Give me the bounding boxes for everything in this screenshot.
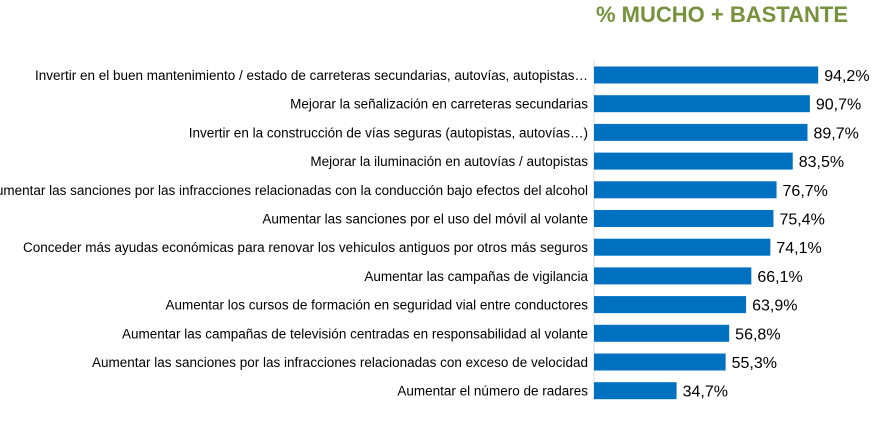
category-label: Aumentar las sanciones por las infraccio… <box>0 183 588 198</box>
category-label: Mejorar la iluminación en autovías / aut… <box>310 154 588 169</box>
bar <box>594 296 747 314</box>
value-label: 76,7% <box>783 183 828 200</box>
category-label: Aumentar las sanciones por las infraccio… <box>92 355 588 370</box>
value-label: 63,9% <box>752 298 797 315</box>
value-label: 55,3% <box>732 355 777 372</box>
bar <box>594 353 726 371</box>
category-label: Aumentar las campañas de televisión cent… <box>122 326 588 341</box>
category-label: Conceder más ayudas económicas para reno… <box>23 240 588 255</box>
bar <box>594 267 752 285</box>
value-label: 90,7% <box>816 97 861 114</box>
value-label: 74,1% <box>776 240 821 257</box>
category-label: Invertir en el buen mantenimiento / esta… <box>35 68 588 83</box>
value-label: 83,5% <box>799 154 844 171</box>
value-label: 89,7% <box>813 125 858 142</box>
bar <box>594 382 677 400</box>
value-label: 94,2% <box>824 68 869 85</box>
chart-title: % MUCHO + BASTANTE <box>596 2 848 27</box>
category-label: Aumentar los cursos de formación en segu… <box>166 298 589 313</box>
bar <box>594 210 774 227</box>
bar <box>594 123 808 141</box>
bar <box>594 95 810 113</box>
category-label: Invertir en la construcción de vías segu… <box>189 125 588 140</box>
category-label: Aumentar el número de radares <box>397 384 588 399</box>
category-label: Mejorar la señalización en carreteras se… <box>290 97 588 112</box>
value-label: 66,1% <box>757 269 802 286</box>
bar <box>594 181 777 199</box>
bar <box>594 66 819 84</box>
category-label: Aumentar las campañas de vigilancia <box>364 269 588 284</box>
value-label: 34,7% <box>683 384 728 401</box>
category-label: Aumentar las sanciones por el uso del mó… <box>262 212 588 227</box>
bar <box>594 152 793 170</box>
bar <box>594 238 771 256</box>
value-label: 75,4% <box>779 212 824 229</box>
value-label: 56,8% <box>735 326 780 343</box>
bar <box>594 324 730 342</box>
